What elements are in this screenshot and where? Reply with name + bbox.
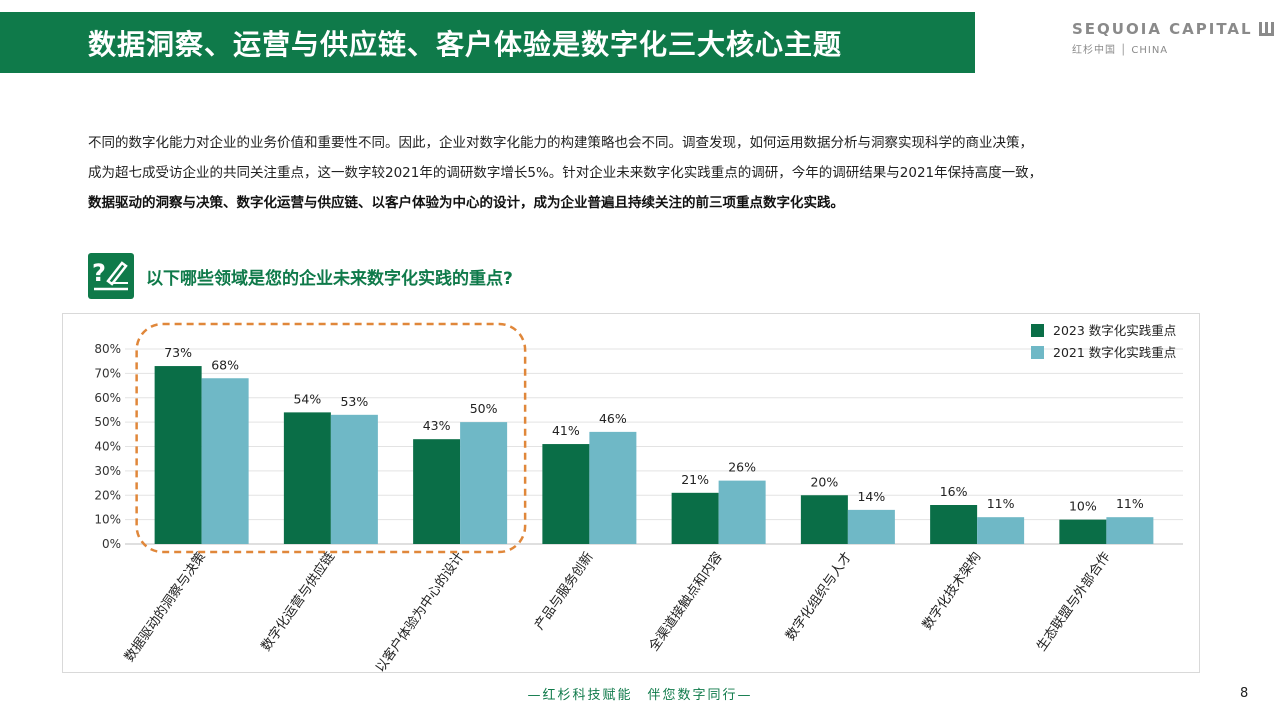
- bar-2023: [283, 412, 331, 544]
- intro-line-1: 不同的数字化能力对企业的业务价值和重要性不同。因此，企业对数字化能力的构建策略也…: [88, 135, 1033, 151]
- y-tick-label: 30%: [94, 464, 121, 478]
- legend-label: 2021 数字化实践重点: [1053, 345, 1176, 360]
- chart-frame: 0% 10% 20% 30% 40% 50% 60% 70% 80% 73% 68% 数据驱动的洞察与…: [62, 313, 1200, 674]
- data-label: 11%: [1116, 496, 1144, 511]
- brand-subtitle: 红杉中国 │ CHINA: [1072, 45, 1169, 56]
- page-title-bar: 数据洞察、运营与供应链、客户体验是数字化三大核心主题: [0, 12, 975, 73]
- bar-2023: [800, 495, 848, 544]
- bar-2021: [718, 480, 766, 544]
- data-label: 68%: [211, 357, 239, 372]
- legend-label: 2023 数字化实践重点: [1053, 323, 1176, 338]
- footer-slogan: —红杉科技赋能 伴您数字同行—: [527, 688, 753, 703]
- data-label: 21%: [681, 472, 709, 487]
- y-tick-label: 20%: [94, 488, 121, 502]
- data-label: 26%: [728, 460, 756, 475]
- bar-2021: [977, 517, 1025, 544]
- data-label: 43%: [423, 418, 451, 433]
- legend-swatch: [1031, 324, 1044, 337]
- page-number: 8: [1240, 686, 1249, 701]
- sequoia-logo-icon: [1258, 22, 1274, 36]
- data-label: 20%: [810, 474, 838, 489]
- category-label: 全渠道接触点和内容: [646, 549, 726, 654]
- bar-2023: [671, 492, 719, 544]
- data-label: 53%: [340, 394, 368, 409]
- data-label: 16%: [940, 484, 968, 499]
- page-title: 数据洞察、运营与供应链、客户体验是数字化三大核心主题: [88, 27, 843, 61]
- bar-2021: [330, 414, 378, 544]
- category-label: 数字化技术架构: [920, 550, 984, 633]
- highlight-box: [135, 322, 527, 554]
- category-label: 产品与服务创新: [531, 549, 596, 633]
- y-tick-label: 80%: [94, 342, 121, 356]
- brand-logo: SEQUOIA CAPITAL 红杉中国 │ CHINA: [1072, 20, 1275, 56]
- question-edit-icon: ?: [88, 253, 134, 299]
- category-label: 以客户体验为中心的设计: [372, 549, 467, 674]
- bar-2021: [589, 431, 637, 544]
- bar-2023: [1059, 519, 1107, 544]
- bar-2023: [154, 366, 202, 544]
- intro-paragraph: 不同的数字化能力对企业的业务价值和重要性不同。因此，企业对数字化能力的构建策略也…: [88, 128, 1218, 218]
- bar-2021: [1106, 517, 1154, 544]
- y-tick-label: 50%: [94, 415, 121, 429]
- bar-chart: 0% 10% 20% 30% 40% 50% 60% 70% 80% 73% 68% 数据驱动的洞察与…: [94, 322, 1183, 674]
- data-label: 73%: [164, 345, 192, 360]
- brand-name: SEQUOIA CAPITAL: [1072, 20, 1253, 38]
- bar-2023: [413, 439, 461, 544]
- legend-swatch: [1031, 346, 1044, 359]
- data-label: 41%: [552, 423, 580, 438]
- bar-2021: [847, 509, 895, 544]
- data-label: 46%: [599, 411, 627, 426]
- category-label: 生态联盟与外部合作: [1034, 550, 1113, 654]
- y-tick-label: 60%: [94, 391, 121, 405]
- data-label: 11%: [987, 496, 1015, 511]
- svg-text:?: ?: [92, 259, 106, 287]
- data-label: 14%: [857, 489, 885, 504]
- survey-question: 以下哪些领域是您的企业未来数字化实践的重点?: [146, 269, 513, 289]
- data-label: 50%: [470, 401, 498, 416]
- data-label: 10%: [1069, 499, 1097, 514]
- bar-2023: [542, 444, 590, 544]
- intro-line-3: 数据驱动的洞察与决策、数字化运营与供应链、以客户体验为中心的设计，成为企业普遍且…: [88, 195, 844, 211]
- y-tick-label: 40%: [94, 440, 121, 454]
- bar-2021: [201, 378, 249, 544]
- bar-2023: [930, 505, 978, 544]
- category-label: 数字化运营与供应链: [258, 549, 338, 654]
- category-label: 数据驱动的洞察与决策: [121, 549, 209, 665]
- y-tick-label: 10%: [94, 513, 121, 527]
- data-label: 54%: [293, 391, 321, 406]
- bar-2021: [460, 422, 508, 544]
- category-label: 数字化组织与人才: [783, 550, 855, 644]
- intro-line-2: 成为超七成受访企业的共同关注重点，这一数字较2021年的调研数字增长5%。针对企…: [88, 165, 1043, 181]
- y-tick-label: 70%: [94, 366, 121, 380]
- y-tick-label: 0%: [102, 537, 121, 551]
